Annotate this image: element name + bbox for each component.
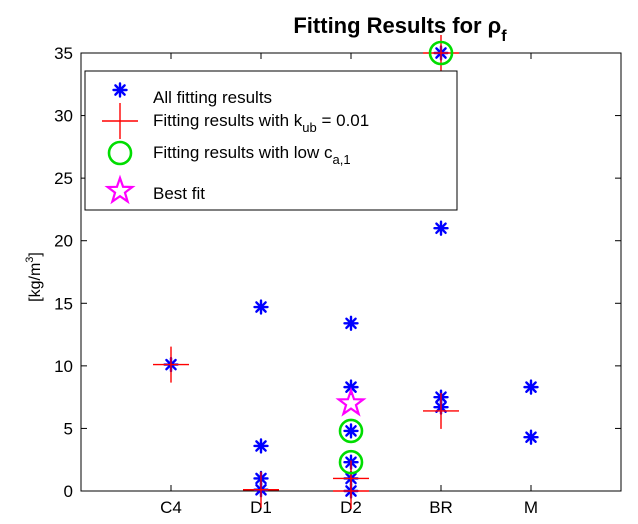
- y-tick-label-5: 5: [64, 419, 73, 438]
- legend: All fitting results Fitting results with…: [84, 70, 458, 211]
- all-point-5: [343, 315, 359, 332]
- x-tick-label-M: M: [524, 498, 538, 517]
- y-tick-label-15: 15: [54, 294, 73, 313]
- y-tick-label-10: 10: [54, 357, 73, 376]
- low_c-point-2: [428, 40, 454, 66]
- low_c-point-1: [338, 449, 364, 475]
- all-point-2: [253, 438, 269, 454]
- kub-point-1: [243, 471, 279, 508]
- legend-entry-all: All fitting results: [153, 88, 272, 107]
- legend-markers: [102, 82, 138, 205]
- data-marks: [153, 35, 539, 509]
- y-axis-label-close: ]: [27, 252, 44, 256]
- all-point-16: [523, 379, 539, 395]
- legend-marker-best: [104, 174, 136, 205]
- all-point-17: [523, 429, 539, 445]
- y-tick-label-25: 25: [54, 169, 73, 188]
- legend-box: [84, 70, 458, 211]
- legend-entry-kub-suffix: = 0.01: [317, 111, 369, 130]
- chart-title: Fitting Results for ρf: [293, 13, 507, 45]
- kub-point-3: [333, 473, 369, 509]
- legend-entry-best: Best fit: [153, 184, 205, 203]
- y-tick-label-30: 30: [54, 107, 73, 126]
- chart-title-subscript: f: [501, 28, 507, 45]
- low_c-point-0: [338, 418, 364, 444]
- y-tick-label-20: 20: [54, 232, 73, 251]
- legend-entry-lowc: Fitting results with low ca,1: [153, 143, 351, 167]
- legend-marker-kub: [102, 103, 138, 139]
- y-tick-label-35: 35: [54, 44, 73, 63]
- best-point-0: [335, 387, 367, 417]
- y-axis-label: [kg/m3]: [24, 252, 44, 302]
- all-point-7: [343, 423, 359, 439]
- legend-entry-kub-sub: ub: [302, 120, 316, 135]
- kub-point-4: [423, 35, 459, 71]
- kub-point-0: [153, 346, 189, 383]
- y-tick-label-0: 0: [64, 482, 73, 501]
- legend-marker-low_c: [107, 140, 133, 166]
- y-axis-label-superscript: 3: [24, 257, 36, 263]
- legend-entry-kub: Fitting results with kub = 0.01: [153, 111, 369, 135]
- x-tick-label-BR: BR: [429, 498, 453, 517]
- legend-entry-lowc-sub: a,1: [333, 152, 351, 167]
- kub-point-5: [423, 392, 459, 429]
- legend-marker-all: [112, 82, 128, 98]
- all-point-1: [253, 299, 269, 315]
- all-point-13: [433, 220, 449, 236]
- x-tick-label-C4: C4: [160, 498, 182, 517]
